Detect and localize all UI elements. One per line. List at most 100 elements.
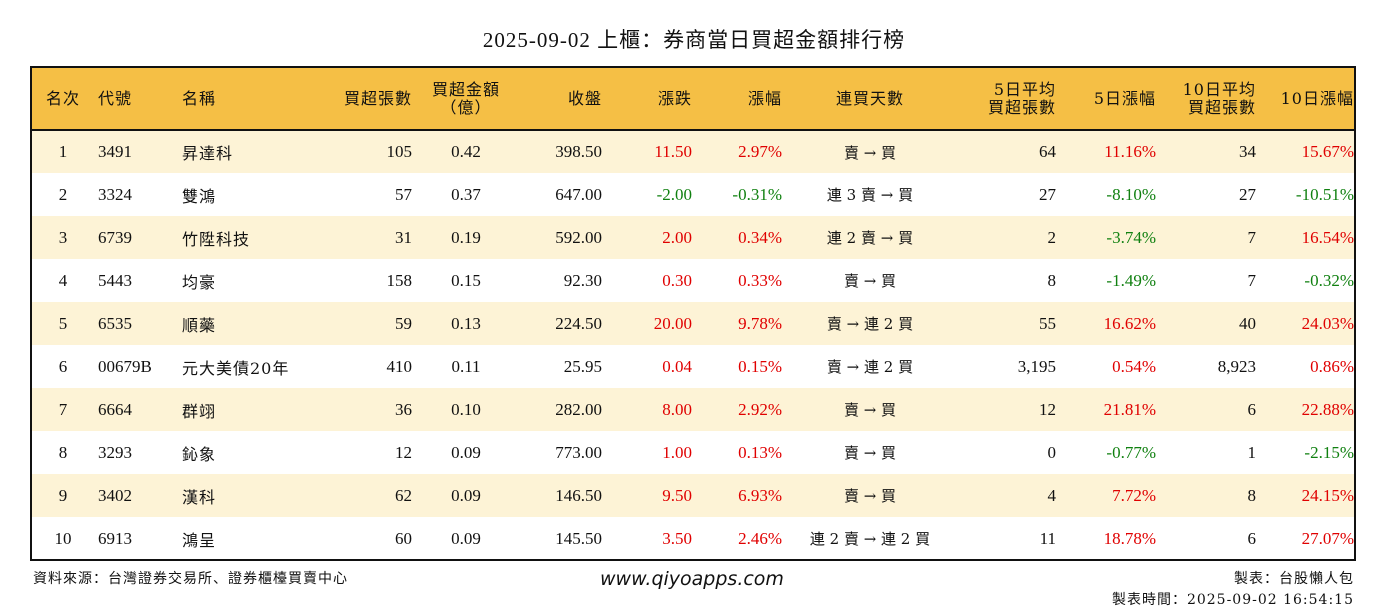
cell-name: 漢科 xyxy=(182,487,217,507)
cell-code: 5443 xyxy=(98,270,132,290)
cell-close: 145.50 xyxy=(555,528,602,548)
cell-net-buy-lots: 31 xyxy=(395,227,412,247)
cell-code: 6739 xyxy=(98,227,132,247)
cell-change-pct: 2.92% xyxy=(738,399,782,419)
cell-change-pct: 2.46% xyxy=(738,528,782,548)
cell-net-buy-amount: 0.09 xyxy=(451,528,481,548)
header-avg10-line2: 買超張數 xyxy=(1187,97,1256,117)
cell-chg10: -0.32% xyxy=(1304,270,1354,290)
header-avg10: 10日平均 買超張數 xyxy=(1160,68,1260,130)
cell-chg10: 16.54% xyxy=(1301,227,1354,247)
table-row: 1 3491 昇達科 105 0.42 398.50 11.50 2.97% 賣 → 買 64 11… xyxy=(32,130,1354,173)
cell-rank: 2 xyxy=(58,184,68,204)
cell-name: 群翊 xyxy=(182,401,217,421)
cell-avg10: 34 xyxy=(1239,142,1256,161)
cell-code: 6535 xyxy=(98,313,132,333)
cell-net-buy-lots: 410 xyxy=(386,356,413,376)
cell-trend: 賣 → 買 xyxy=(843,143,897,162)
header-trend: 連買天數 xyxy=(835,88,904,108)
cell-rank: 7 xyxy=(58,399,68,419)
cell-avg5: 8 xyxy=(1047,270,1057,290)
cell-code: 3293 xyxy=(98,442,132,462)
cell-chg10: 0.86% xyxy=(1310,356,1354,376)
cell-chg10: -10.51% xyxy=(1295,184,1354,204)
cell-change: 1.00 xyxy=(662,442,692,462)
cell-net-buy-amount: 0.13 xyxy=(451,313,481,333)
cell-chg5: 0.54% xyxy=(1112,356,1156,376)
header-avg10-line1: 10日平均 xyxy=(1182,79,1256,99)
cell-close: 224.50 xyxy=(555,313,602,333)
cell-trend: 賣 → 買 xyxy=(843,401,897,419)
table-row: 10 6913 鴻呈 60 0.09 145.50 3.50 2.46% 連 2 賣 → 連 2… xyxy=(32,517,1354,559)
header-rank: 名次 xyxy=(45,88,80,108)
cell-avg5: 27 xyxy=(1039,184,1056,204)
cell-name: 均豪 xyxy=(182,272,217,292)
cell-avg10: 6 xyxy=(1247,399,1257,419)
header-chg5: 5日漲幅 xyxy=(1093,88,1156,108)
cell-change: 0.04 xyxy=(662,356,692,376)
table-body: 1 3491 昇達科 105 0.42 398.50 11.50 2.97% 賣 → 買 64 11… xyxy=(32,130,1354,559)
cell-close: 592.00 xyxy=(555,227,602,247)
cell-change-pct: 0.34% xyxy=(738,227,782,247)
cell-avg10: 40 xyxy=(1239,313,1256,333)
cell-rank: 9 xyxy=(58,485,68,505)
website-url: www.qiyoapps.com xyxy=(600,568,784,590)
cell-rank: 6 xyxy=(58,356,68,376)
cell-code: 3402 xyxy=(98,485,132,505)
cell-net-buy-lots: 60 xyxy=(395,528,412,548)
cell-change-pct: 2.97% xyxy=(738,142,782,161)
header-avg5: 5日平均 買超張數 xyxy=(954,68,1060,130)
cell-close: 398.50 xyxy=(555,142,602,161)
cell-chg5: -3.74% xyxy=(1106,227,1156,247)
cell-trend: 連 3 賣 → 買 xyxy=(826,186,914,204)
generated-time: 製表時間：2025-09-02 16:54:15 xyxy=(1111,592,1354,608)
cell-chg10: 24.03% xyxy=(1301,313,1354,333)
cell-code: 3491 xyxy=(98,142,132,161)
table-maker: 製表：台股懶人包 xyxy=(1234,571,1354,587)
table-row: 6 00679B 元大美債20年 410 0.11 25.95 0.04 0.15% 賣 → 連… xyxy=(32,345,1354,388)
cell-change: 11.50 xyxy=(654,142,692,161)
cell-chg10: 27.07% xyxy=(1301,528,1354,548)
cell-net-buy-lots: 62 xyxy=(395,485,412,505)
cell-change-pct: 6.93% xyxy=(738,485,782,505)
header-avg5-line1: 5日平均 xyxy=(993,79,1056,99)
cell-trend: 賣 → 買 xyxy=(843,444,897,462)
cell-trend: 賣 → 買 xyxy=(843,487,897,505)
cell-avg10: 7 xyxy=(1247,270,1257,290)
cell-code: 6913 xyxy=(98,528,132,548)
cell-avg5: 0 xyxy=(1047,442,1057,462)
cell-chg10: 22.88% xyxy=(1301,399,1354,419)
cell-chg5: 7.72% xyxy=(1112,485,1156,505)
cell-name: 元大美債20年 xyxy=(182,358,290,378)
header-net-buy-amount: 買超金額 （億） xyxy=(416,68,516,130)
data-source: 資料來源：台灣證券交易所、證券櫃檯買賣中心 xyxy=(33,571,348,587)
cell-net-buy-lots: 158 xyxy=(386,270,413,290)
cell-change: 20.00 xyxy=(653,313,692,333)
cell-change: -2.00 xyxy=(656,184,692,204)
cell-change-pct: 0.33% xyxy=(738,270,782,290)
table-row: 5 6535 順藥 59 0.13 224.50 20.00 9.78% 賣 → 連 2 買 55… xyxy=(32,302,1354,345)
cell-name: 竹陞科技 xyxy=(182,229,251,249)
cell-name: 雙鴻 xyxy=(182,186,217,206)
cell-net-buy-amount: 0.09 xyxy=(451,485,481,505)
cell-avg10: 8 xyxy=(1247,485,1257,505)
header-avg5-line2: 買超張數 xyxy=(987,97,1056,117)
cell-chg5: 21.81% xyxy=(1103,399,1156,419)
cell-trend: 連 2 賣 → 買 xyxy=(826,229,914,247)
cell-avg5: 4 xyxy=(1047,485,1057,505)
header-close: 收盤 xyxy=(567,88,602,108)
cell-close: 647.00 xyxy=(555,184,602,204)
table-row: 2 3324 雙鴻 57 0.37 647.00 -2.00 -0.31% 連 3 賣 → 買 2… xyxy=(32,173,1354,216)
cell-trend: 賣 → 買 xyxy=(843,272,897,290)
cell-change: 2.00 xyxy=(662,227,692,247)
cell-avg5: 3,195 xyxy=(1017,356,1056,376)
cell-avg5: 11 xyxy=(1039,528,1056,548)
cell-rank: 1 xyxy=(58,142,68,161)
cell-close: 773.00 xyxy=(555,442,602,462)
cell-chg10: 15.67% xyxy=(1301,142,1354,161)
table-header: 名次 代號 名稱 買超張數 買超金額 （億） 收盤 漲跌 漲幅 連買天數 5日平… xyxy=(32,68,1354,130)
cell-chg5: 11.16% xyxy=(1104,142,1156,161)
header-change: 漲跌 xyxy=(657,88,692,108)
header-net-buy-amount-line2: （億） xyxy=(440,97,492,117)
table-row: 3 6739 竹陞科技 31 0.19 592.00 2.00 0.34% 連 2 賣 → 買 2… xyxy=(32,216,1354,259)
